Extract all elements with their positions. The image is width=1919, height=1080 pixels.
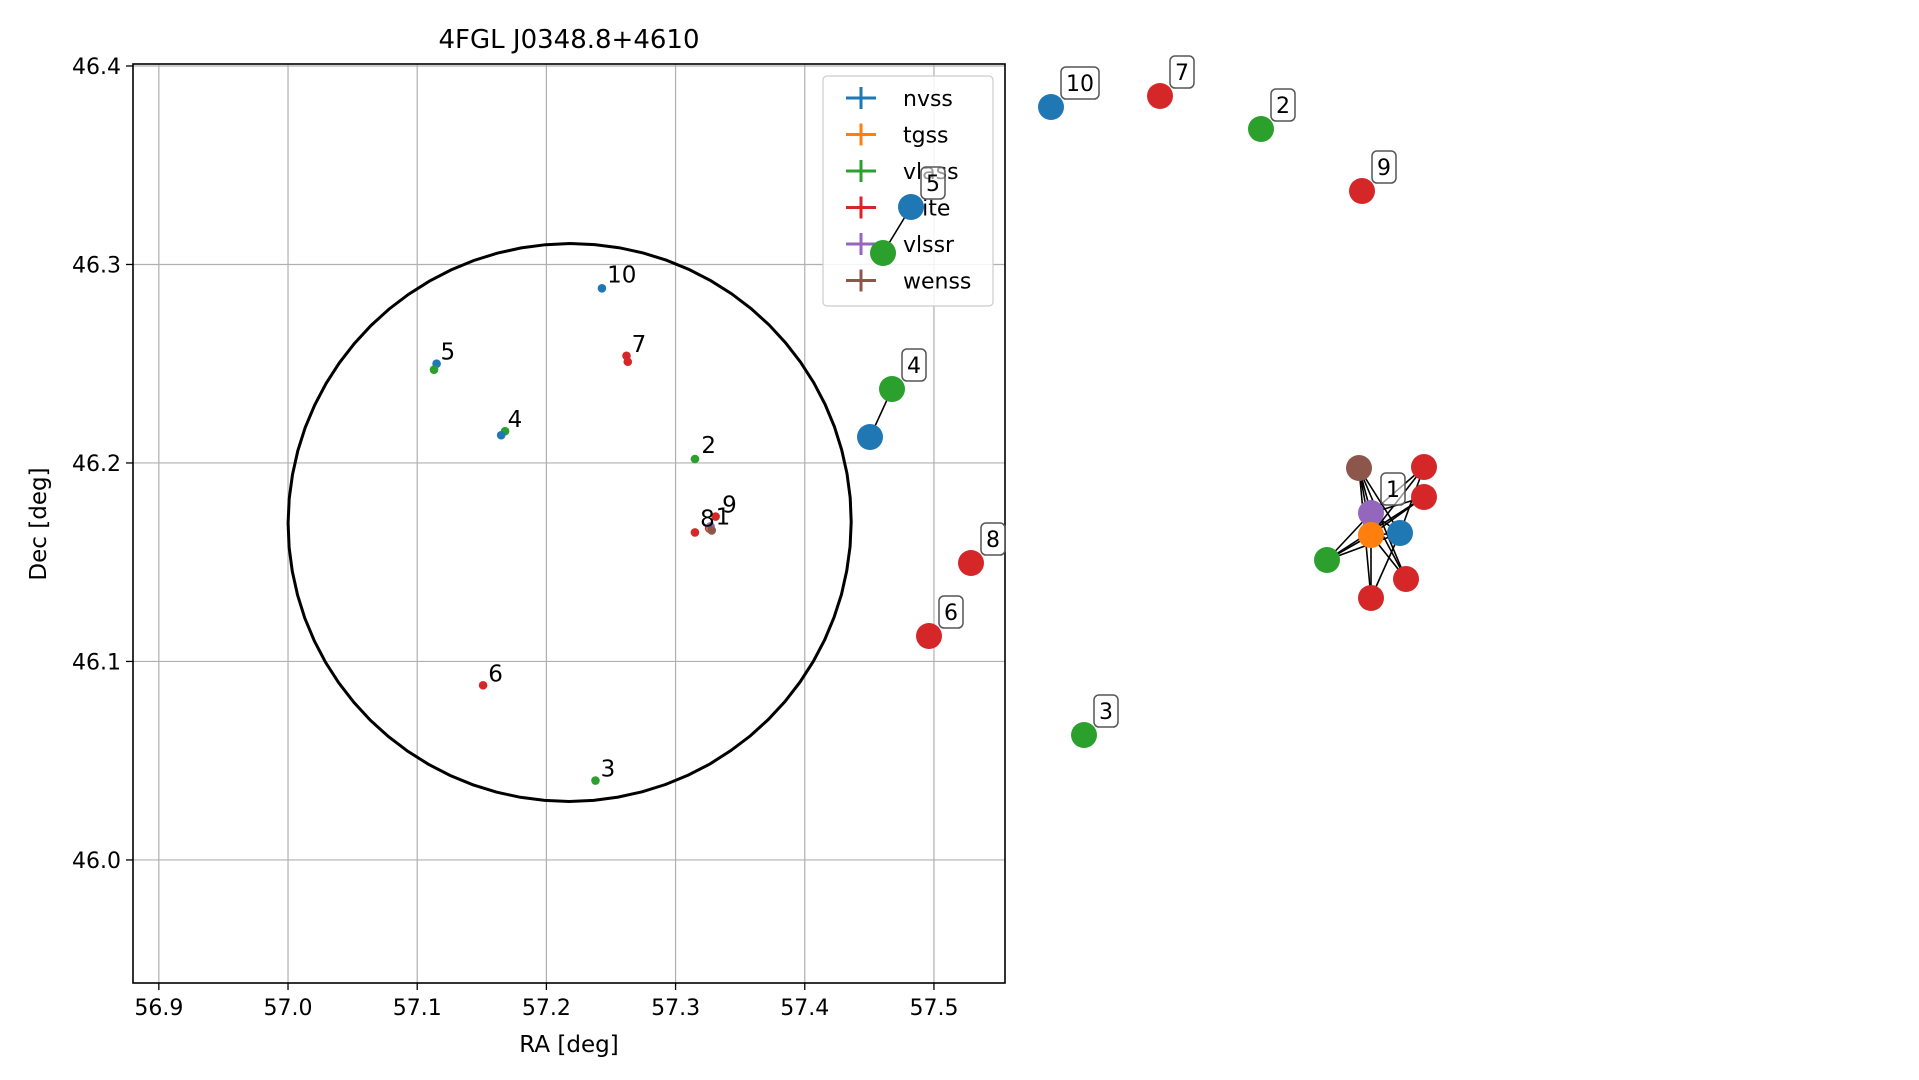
source-label: 5 — [440, 340, 455, 366]
ellipse-outline — [286, 241, 853, 804]
node-vlite — [916, 623, 942, 649]
node-nvss — [1387, 520, 1413, 546]
x-axis-ticks: 56.9 57.0 57.1 57.2 57.3 57.4 57.5 — [134, 983, 958, 1021]
node-vlite — [1147, 83, 1173, 109]
node-label-box — [1169, 55, 1195, 89]
node-label: 7 — [1175, 61, 1189, 86]
source-markers — [429, 283, 720, 785]
y-tick-label: 46.0 — [72, 849, 121, 874]
source-label: 8 — [700, 506, 715, 532]
node-label-box — [938, 595, 964, 629]
source-label: 9 — [722, 493, 737, 519]
network-nodes — [857, 83, 1437, 748]
legend-label-wenss: wenss — [903, 270, 971, 295]
legend-label-tgss: tgss — [903, 124, 949, 149]
x-tick-label: 57.0 — [264, 996, 313, 1021]
source-label: 6 — [488, 661, 503, 687]
source-label: 4 — [508, 407, 523, 433]
node-label-box — [1380, 472, 1406, 506]
y-tick-label: 46.1 — [72, 650, 121, 675]
localization-ellipse — [286, 241, 853, 804]
grid-lines — [133, 64, 1005, 983]
source-label: 2 — [701, 433, 716, 459]
node-label-box — [980, 522, 1006, 556]
node-vlass — [1314, 547, 1340, 573]
node-nvss — [898, 194, 924, 220]
source-labels: 10 7 5 4 2 98 1 6 3 — [440, 262, 736, 782]
point-vlite — [711, 512, 720, 521]
x-tick-label: 57.3 — [651, 996, 700, 1021]
point-nvss — [597, 283, 607, 293]
y-axis-ticks: 46.0 46.1 46.2 46.3 46.4 — [72, 55, 133, 874]
node-label-box — [1270, 88, 1296, 122]
node-wenss — [1346, 455, 1372, 481]
point-vlass — [591, 776, 600, 785]
node-nvss — [1038, 94, 1064, 120]
node-vlite — [958, 550, 984, 576]
point-nvss — [496, 430, 506, 440]
point-vlass — [690, 454, 700, 464]
node-tgss — [1358, 522, 1384, 548]
node-vlite — [1393, 566, 1419, 592]
node-label: 10 — [1066, 72, 1094, 97]
plot-frame — [132, 63, 1006, 984]
node-label-box — [1371, 150, 1397, 184]
node-label: 3 — [1099, 700, 1113, 725]
node-label: 5 — [926, 172, 940, 197]
y-tick-label: 46.2 — [72, 452, 121, 477]
network-node-labels: 10 7 2 9 5 4 8 6 3 1 — [901, 55, 1406, 728]
node-label: 6 — [944, 601, 958, 626]
x-tick-label: 57.2 — [522, 996, 571, 1021]
source-label: 1 — [716, 504, 731, 530]
x-tick-label: 57.5 — [909, 996, 958, 1021]
node-vlass — [879, 376, 905, 402]
y-axis-label: Dec [deg] — [26, 467, 52, 580]
node-label: 9 — [1377, 156, 1391, 181]
node-vlssr — [1358, 500, 1384, 526]
legend-label-vlssr: vlssr — [903, 233, 955, 258]
node-vlass — [1248, 116, 1274, 142]
y-tick-label: 46.3 — [72, 253, 121, 278]
legend-label-nvss: nvss — [903, 87, 953, 112]
node-label-box — [1060, 66, 1100, 100]
node-label-box — [901, 348, 927, 382]
node-label: 8 — [986, 528, 1000, 553]
node-label-box — [1093, 694, 1119, 728]
legend: nvsstgssvlassvlitevlssrwenss — [822, 75, 994, 307]
y-tick-label: 46.4 — [72, 55, 121, 80]
x-tick-label: 57.1 — [393, 996, 442, 1021]
point-wenss — [707, 526, 717, 535]
x-tick-label: 56.9 — [134, 996, 183, 1021]
point-vlite — [690, 528, 700, 537]
source-label: 7 — [632, 332, 647, 358]
node-label: 4 — [907, 354, 921, 379]
association-network: 10 7 2 9 5 4 8 6 3 1 — [857, 55, 1437, 748]
node-nvss — [857, 424, 883, 450]
node-vlite — [1411, 454, 1437, 480]
node-vlite — [1411, 484, 1437, 510]
node-vlite — [1349, 178, 1375, 204]
x-tick-label: 57.4 — [780, 996, 829, 1021]
source-label: 10 — [607, 262, 636, 288]
x-axis-label: RA [deg] — [519, 1032, 618, 1058]
node-vlass — [1071, 722, 1097, 748]
node-vlass — [870, 240, 896, 266]
source-label: 3 — [601, 757, 616, 783]
point-vlass — [429, 365, 439, 374]
point-vlite — [623, 357, 633, 367]
point-vlite — [478, 680, 488, 690]
node-label-box — [920, 166, 946, 200]
node-vlite — [1358, 585, 1384, 611]
node-label: 1 — [1386, 478, 1400, 503]
chart-title: 4FGL J0348.8+4610 — [439, 25, 700, 55]
node-label: 2 — [1276, 94, 1290, 119]
